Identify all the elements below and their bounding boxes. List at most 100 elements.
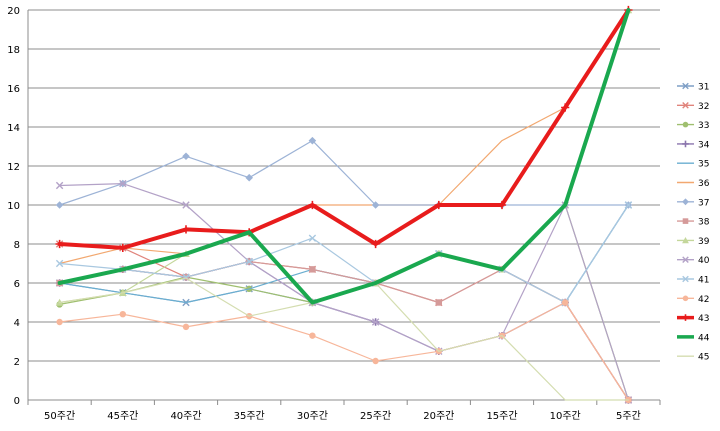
legend-label: 45 [698,353,709,363]
series-line [57,8,631,250]
data-point [682,121,689,128]
data-point [119,179,127,188]
x-tick-label: 5주간 [616,410,641,422]
data-point [56,318,63,326]
series-34 [55,257,633,404]
data-point [371,201,380,209]
series-line [58,301,630,401]
data-point [182,323,190,331]
legend-item-39: 39 [677,237,710,247]
data-point [497,200,507,210]
data-point [309,332,316,339]
legend-label: 44 [698,333,710,343]
x-tick-label: 35주간 [234,410,265,422]
x-tick-label: 50주간 [44,410,75,422]
legend-item-40: 40 [677,256,710,266]
data-point [372,357,379,365]
data-point [435,299,442,306]
data-point [682,198,689,206]
series-lines [55,5,633,404]
x-tick-label: 20주간 [423,410,454,422]
x-tick-label: 25주간 [360,410,391,422]
legend-item-31: 31 [677,83,709,93]
legend-item-35: 35 [677,160,709,170]
data-point [119,311,127,318]
y-tick-label: 8 [14,240,20,251]
series-44 [57,8,631,305]
data-point [561,103,570,112]
x-tick-label: 30주간 [297,410,328,422]
data-point [308,234,317,242]
legend-item-42: 42 [677,295,709,305]
series-line [58,140,630,206]
data-point [624,201,633,209]
data-point [682,218,689,224]
data-point [562,299,569,306]
series-line [58,261,630,401]
legend-item-41: 41 [677,276,709,286]
legend-label: 31 [698,83,709,93]
data-point [118,243,127,252]
legend-item-38: 38 [677,218,710,228]
legend-label: 37 [698,198,709,208]
series-line [58,261,630,401]
series-36 [58,9,630,265]
x-tick-label: 40주간 [170,410,201,422]
y-tick-label: 20 [7,6,20,17]
data-point [308,136,317,145]
data-point [371,318,380,326]
y-tick-label: 2 [14,357,20,368]
legend-label: 35 [698,160,709,170]
data-point [682,314,689,321]
legend-label: 32 [698,102,709,112]
data-point [682,237,689,244]
series-line [58,204,630,304]
series-41 [55,201,633,307]
legend-label: 42 [698,295,709,305]
legend-item-45: 45 [677,353,709,363]
data-point [55,259,64,268]
y-tick-label: 14 [7,123,20,134]
series-line [58,204,630,401]
y-tick-label: 10 [7,201,20,212]
legend-label: 40 [698,256,710,266]
data-point [434,200,443,210]
data-point [55,181,64,190]
series-line [57,8,631,305]
data-point [682,140,689,148]
y-tick-label: 12 [7,162,20,173]
data-point [682,256,689,263]
data-point [55,201,64,209]
y-tick-label: 0 [14,396,20,407]
legend-label: 39 [698,237,710,247]
x-tick-label: 45주간 [107,410,138,422]
axes: 0 2 4 6 8 10 12 14 16 18 20 50주간 45주간 40주간 35주간 30주간 25주… [7,6,661,422]
data-point [245,257,253,266]
series-33 [56,201,632,404]
legend-label: 43 [698,314,709,324]
data-point [682,275,689,283]
data-point [182,152,190,161]
legend-item-34: 34 [677,140,710,150]
series-line [58,183,630,401]
series-42 [56,299,632,404]
y-tick-label: 6 [14,279,20,290]
data-point [182,201,190,209]
legend-item-36: 36 [677,179,710,189]
series-43 [55,5,633,252]
y-tick-label: 18 [7,45,20,56]
data-point [308,200,317,210]
data-point [309,266,316,273]
legend-item-44: 44 [677,333,710,343]
legend-label: 34 [698,140,710,150]
legend-item-43: 43 [677,314,709,324]
data-point [682,102,689,109]
data-point [682,295,689,302]
data-point [682,82,689,90]
series-31 [55,201,633,307]
data-point [55,239,64,249]
series-37 [55,136,633,209]
data-point [181,225,191,234]
legend-label: 38 [698,218,710,228]
